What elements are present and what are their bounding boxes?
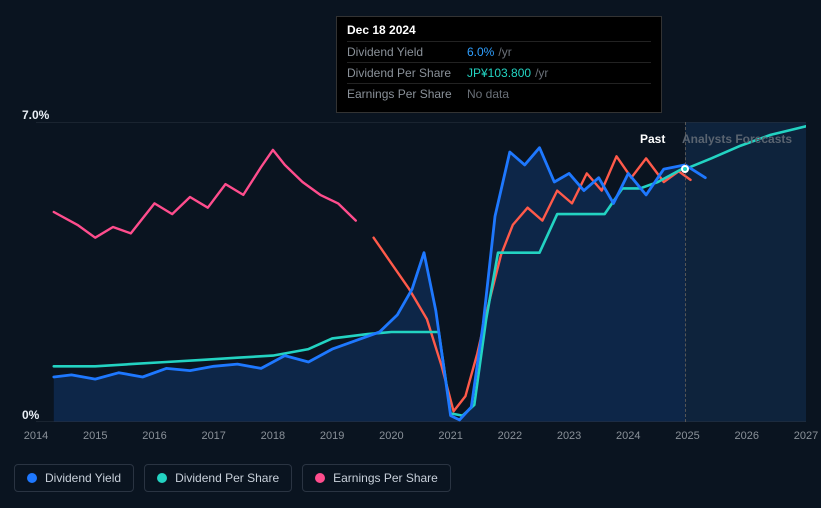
tooltip-row: Dividend Per ShareJP¥103.800/yr [347,62,651,83]
x-axis-tick: 2027 [794,430,818,442]
tooltip-row-unit: /yr [498,45,511,59]
x-axis-tick: 2026 [735,430,759,442]
tooltip-row-label: Earnings Per Share [347,87,467,101]
x-axis-tick: 2023 [557,430,581,442]
legend-item[interactable]: Dividend Yield [14,464,134,492]
y-axis-max-label: 7.0% [22,108,49,122]
x-axis-tick: 2020 [379,430,403,442]
legend-label: Earnings Per Share [333,471,438,485]
tab-past[interactable]: Past [640,132,665,146]
tooltip-date: Dec 18 2024 [347,23,651,37]
legend: Dividend Yield Dividend Per Share Earnings… [14,464,451,492]
tooltip-row-unit: /yr [535,66,548,80]
tooltip-row-value: 6.0% [467,45,494,59]
x-axis-tick: 2014 [24,430,48,442]
x-axis-tick: 2021 [438,430,462,442]
legend-label: Dividend Per Share [175,471,279,485]
legend-label: Dividend Yield [45,471,121,485]
tooltip-row-value: JP¥103.800 [467,66,531,80]
x-axis: 2014 2015 2016 2017 2018 2019 2020 2021 2022 2023… [0,430,821,446]
legend-swatch [27,473,37,483]
x-axis-tick: 2017 [201,430,225,442]
chart-container: Dec 18 2024 Dividend Yield6.0%/yrDividen… [0,0,821,508]
tooltip-row-label: Dividend Yield [347,45,467,59]
legend-item[interactable]: Earnings Per Share [302,464,451,492]
hover-marker [681,165,689,173]
x-axis-tick: 2024 [616,430,640,442]
x-axis-tick: 2016 [142,430,166,442]
x-axis-tick: 2015 [83,430,107,442]
tab-forecast[interactable]: Analysts Forecasts [682,132,792,146]
hover-tooltip: Dec 18 2024 Dividend Yield6.0%/yrDividen… [336,16,662,113]
tooltip-row: Earnings Per ShareNo data [347,83,651,104]
x-axis-tick: 2025 [675,430,699,442]
tooltip-row-value: No data [467,87,509,101]
x-axis-tick: 2022 [498,430,522,442]
plot-area[interactable] [36,122,806,422]
legend-swatch [315,473,325,483]
legend-swatch [157,473,167,483]
tooltip-row: Dividend Yield6.0% /yr [347,41,651,62]
x-axis-tick: 2019 [320,430,344,442]
x-axis-tick: 2018 [261,430,285,442]
tooltip-row-label: Dividend Per Share [347,66,467,80]
legend-item[interactable]: Dividend Per Share [144,464,292,492]
